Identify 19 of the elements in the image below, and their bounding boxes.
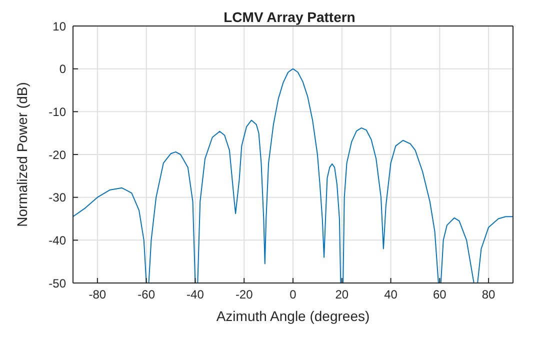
- y-tick-label: -40: [48, 233, 66, 248]
- chart-title: LCMV Array Pattern: [222, 9, 356, 25]
- y-tick-label: -20: [48, 148, 66, 162]
- y-tick-label: -30: [48, 190, 66, 205]
- y-tick-label: 10: [52, 19, 66, 34]
- x-axis-title: Azimuth Angle (degrees): [216, 308, 370, 324]
- y-tick-label: -50: [48, 276, 66, 290]
- y-tick-label: -10: [48, 104, 66, 119]
- x-tick-label: 0: [290, 288, 297, 302]
- x-tick-label: -60: [138, 288, 156, 302]
- x-tick-label: 40: [384, 288, 398, 302]
- x-tick-label: 60: [432, 288, 447, 302]
- y-axis-title: Normalized Power (dB): [14, 82, 30, 227]
- x-tick-label: 20: [335, 288, 349, 302]
- x-tick-label: -20: [235, 288, 254, 302]
- x-tick-label: 80: [482, 288, 496, 302]
- x-tick-label: -80: [88, 288, 106, 302]
- y-tick-label: 0: [59, 62, 66, 76]
- x-tick-label: -40: [186, 288, 204, 302]
